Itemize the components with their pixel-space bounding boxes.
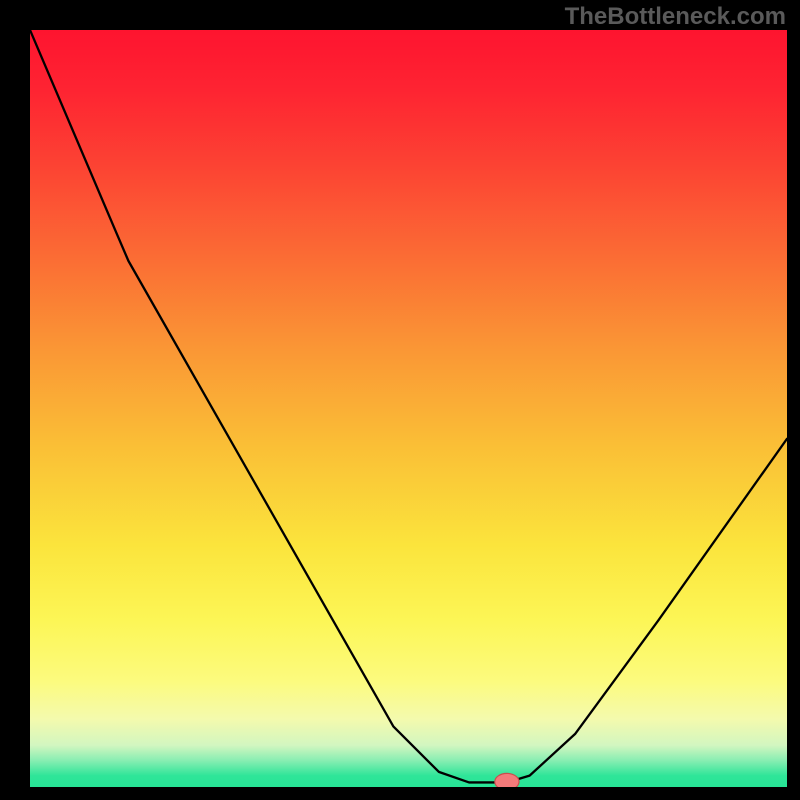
chart-background [30, 30, 787, 787]
chart-svg [30, 30, 787, 787]
watermark-label: TheBottleneck.com [565, 3, 786, 31]
optimum-marker [495, 773, 519, 787]
bottleneck-chart [30, 30, 787, 787]
